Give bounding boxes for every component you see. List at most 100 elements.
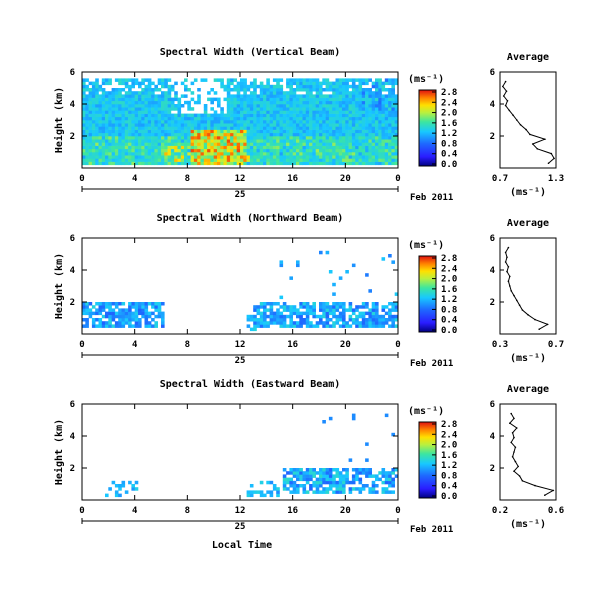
heatmap-cell [266,84,270,89]
heatmap-cell [358,155,363,159]
heatmap-cell [105,126,109,130]
heatmap-cell [220,123,224,127]
heatmap-cell [302,126,307,130]
heatmap-cell [342,113,346,118]
heatmap-cell [249,314,254,319]
heatmap-cell [345,136,349,140]
heatmap-cell [328,107,333,111]
heatmap-cell [91,161,96,166]
heatmap-cell [88,145,93,150]
heatmap-cell [88,139,93,143]
heatmap-cell [167,129,172,134]
heatmap-cell [114,145,119,150]
heatmap-cell [114,152,119,156]
heatmap-cell [279,116,284,121]
heatmap-cell [368,100,372,105]
heatmap-cell [345,142,349,146]
heatmap-cell [249,94,254,98]
x-axis-label: Local Time [212,539,272,551]
heatmap-cell [375,126,379,130]
average-profile-point [513,436,515,439]
heatmap-cell [177,145,182,150]
heatmap-cell [292,321,297,325]
heatmap-cell [335,81,340,86]
heatmap-cell [371,484,376,488]
heatmap-cell [384,123,389,127]
heatmap-cell [164,104,168,108]
heatmap-cell [279,161,284,166]
heatmap-cell [325,158,330,162]
heatmap-cell [296,263,300,268]
heatmap-cell [240,126,244,130]
heatmap-cell [249,490,254,494]
heatmap-cell [161,142,165,146]
average-profile-point [518,304,521,307]
heatmap-cell [88,161,93,166]
heatmap-cell [361,100,366,105]
heatmap-cell [134,100,139,105]
heatmap-cell [144,136,149,140]
heatmap-cell [243,155,247,159]
heatmap-cell [121,311,126,316]
heatmap-cell [88,129,93,134]
heatmap-cell [322,104,326,108]
heatmap-cell [101,123,106,127]
heatmap-cell [305,321,310,325]
heatmap-cell [328,145,333,150]
date-day-label: 25 [235,190,246,200]
heatmap-cell [233,94,237,98]
heatmap-cell [368,289,372,293]
heatmap-cell [226,110,231,114]
heatmap-cell [256,100,261,105]
heatmap-cell [253,107,257,111]
heatmap-cell [134,104,139,108]
heatmap-cell [335,100,340,105]
heatmap-cell [124,136,129,140]
heatmap-cell [240,78,244,82]
heatmap-cell [319,81,323,86]
heatmap-cell [296,152,300,156]
heatmap-cell [134,155,139,159]
heatmap-cell [253,88,257,92]
heatmap-cell [200,116,205,121]
heatmap-cell [197,142,201,146]
heatmap-cell [226,84,231,89]
average-profile-point [511,456,514,458]
heatmap-cell [368,311,372,316]
heatmap-cell [315,324,320,328]
heatmap-cell [315,81,320,86]
heatmap-cell [361,468,366,472]
heatmap-cell [381,81,386,86]
heatmap-cell [332,100,336,105]
heatmap-cell [315,477,320,482]
heatmap-cell [355,88,359,92]
heatmap-cell [121,324,126,328]
heatmap-cell [95,308,99,312]
heatmap-cell [296,126,300,130]
heatmap-cell [391,136,395,140]
heatmap-cell [154,104,158,108]
heatmap-cell [210,132,214,137]
heatmap-cell [299,321,303,325]
heatmap-cell [299,104,303,108]
heatmap-cell [322,139,326,143]
heatmap-cell [240,110,244,114]
heatmap-cell [174,107,178,111]
heatmap-cell [272,318,277,322]
heatmap-cell [144,129,149,134]
heatmap-cell [332,120,336,124]
heatmap-cell [315,132,320,137]
heatmap-cell [365,100,369,105]
heatmap-cell [345,97,349,102]
heatmap-cell [263,110,267,114]
heatmap-cell [315,110,320,114]
heatmap-cell [348,97,353,102]
heatmap-cell [266,148,270,153]
heatmap-cell [375,484,379,488]
heatmap-cell [256,132,261,137]
heatmap-cell [151,148,155,153]
heatmap-cell [325,104,330,108]
heatmap-cell [351,78,356,82]
heatmap-cell [236,84,241,89]
heatmap-cell [272,139,277,143]
